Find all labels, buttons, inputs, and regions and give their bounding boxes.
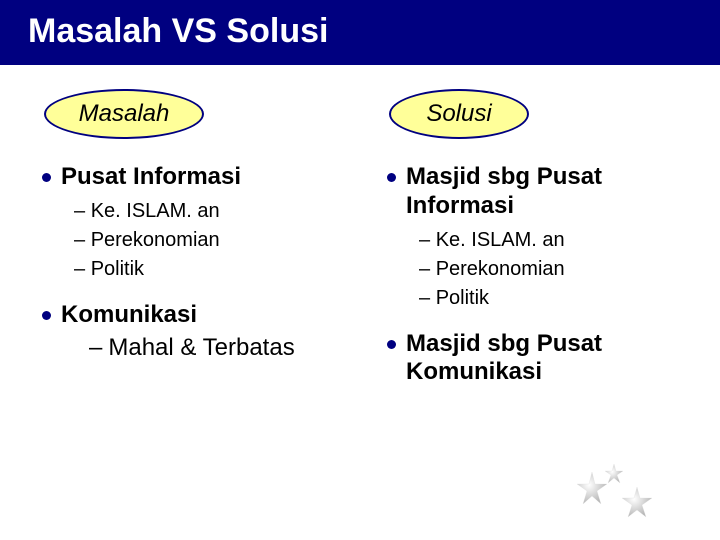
bullet-dot-icon [387, 173, 396, 182]
bullet-level2: Perekonomian [74, 227, 355, 254]
bullet-level2: Ke. ISLAM. an [419, 227, 700, 254]
bullet-level1: Pusat Informasi [42, 163, 355, 192]
ellipse-label: Masalah [79, 100, 170, 128]
ellipse-wrap-left: Masalah [44, 89, 355, 145]
ellipse-wrap-right: Solusi [389, 89, 700, 145]
slide-title: Masalah VS Solusi [28, 12, 328, 50]
ellipse-label: Solusi [426, 100, 491, 128]
bullet-text: Masjid sbg Pusat Komunikasi [406, 330, 700, 388]
bullet-level2: Politik [419, 285, 700, 312]
bullet-text: Komunikasi [61, 301, 295, 330]
title-bar: Masalah VS Solusi [0, 0, 720, 65]
bullet-level2: Perekonomian [419, 256, 700, 283]
bullet-level2-large: –Mahal & Terbatas [89, 332, 295, 363]
slide-content: Masalah Pusat Informasi Ke. ISLAM. an Pe… [0, 65, 720, 393]
bullet-sub-text: Mahal & Terbatas [108, 334, 294, 361]
bullet-level1: Masjid sbg Pusat Informasi [387, 163, 700, 221]
bullet-level1: Masjid sbg Pusat Komunikasi [387, 330, 700, 388]
bullet-dot-icon [42, 173, 51, 182]
column-masalah: Masalah Pusat Informasi Ke. ISLAM. an Pe… [34, 89, 375, 393]
ellipse-solusi: Solusi [389, 89, 529, 139]
column-solusi: Solusi Masjid sbg Pusat Informasi Ke. IS… [375, 89, 700, 393]
ellipse-masalah: Masalah [44, 89, 204, 139]
bullet-text: Pusat Informasi [61, 163, 241, 192]
stars-decoration-icon [562, 462, 672, 522]
bullet-block: Komunikasi –Mahal & Terbatas [61, 301, 295, 365]
bullet-dot-icon [387, 340, 396, 349]
bullet-text: Masjid sbg Pusat Informasi [406, 163, 700, 221]
bullet-dot-icon [42, 311, 51, 320]
bullet-level2: Ke. ISLAM. an [74, 198, 355, 225]
bullet-level2: Politik [74, 256, 355, 283]
bullet-level1: Komunikasi –Mahal & Terbatas [42, 301, 355, 365]
